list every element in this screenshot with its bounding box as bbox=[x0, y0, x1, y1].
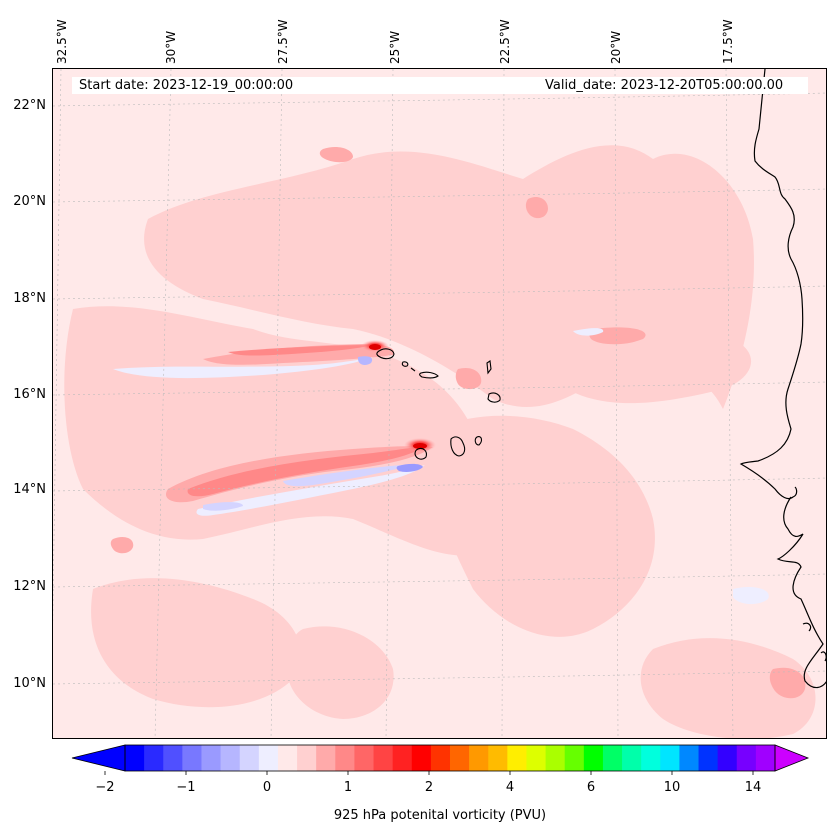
info-bar bbox=[72, 77, 808, 94]
lon-label-20w: 20°W bbox=[609, 30, 623, 64]
colorbar-cell bbox=[526, 745, 546, 771]
colorbar-cell bbox=[641, 745, 661, 771]
lat-label-18n: 18°N bbox=[13, 291, 46, 306]
colorbar-tick-label: −2 bbox=[95, 780, 115, 795]
colorbar-cell bbox=[392, 745, 413, 771]
lat-label-22n: 22°N bbox=[13, 98, 46, 113]
colorbar-tick-label: 0 bbox=[262, 780, 272, 795]
colorbar-tick-label: 10 bbox=[663, 780, 681, 795]
colorbar-cell bbox=[144, 745, 164, 771]
colorbar-cell bbox=[297, 745, 317, 771]
colorbar-tick-label: 4 bbox=[505, 780, 515, 795]
lon-label-30w: 30°W bbox=[164, 30, 178, 64]
colorbar-cell bbox=[220, 745, 241, 771]
colorbar-outline bbox=[124, 744, 776, 772]
map-frame bbox=[52, 68, 827, 739]
colorbar bbox=[71, 744, 810, 775]
pv-red-contours bbox=[187, 340, 436, 497]
lat-label-10n: 10°N bbox=[13, 676, 46, 691]
colorbar-cell bbox=[660, 745, 680, 771]
colorbar-cell bbox=[602, 745, 623, 771]
colorbar-cell bbox=[354, 745, 374, 771]
colorbar-ticks bbox=[104, 771, 754, 775]
graticule-lines bbox=[53, 69, 826, 738]
colorbar-cell bbox=[411, 745, 432, 771]
colorbar-cell bbox=[717, 745, 738, 771]
colorbar-tick-label: 6 bbox=[586, 780, 596, 795]
lon-label-32-5w: 32.5°W bbox=[55, 19, 69, 64]
colorbar-cell bbox=[583, 745, 604, 771]
colorbar-cell bbox=[488, 745, 508, 771]
colorbar-tick-label: 14 bbox=[744, 780, 762, 795]
lat-label-20n: 20°N bbox=[13, 194, 46, 209]
pv-blue-contours bbox=[113, 328, 769, 605]
lat-label-16n: 16°N bbox=[13, 387, 46, 402]
colorbar-cell bbox=[239, 745, 260, 771]
colorbar-cell bbox=[679, 745, 699, 771]
lon-label-22-5w: 22.5°W bbox=[498, 19, 512, 64]
lon-label-25w: 25°W bbox=[388, 30, 402, 64]
valid-date-label: Valid_date: 2023-12-20T05:00:00.00 bbox=[545, 78, 784, 93]
colorbar-cell bbox=[182, 745, 202, 771]
colorbar-cell bbox=[201, 745, 221, 771]
colorbar-tick-label: 1 bbox=[343, 780, 353, 795]
start-date-label: Start date: 2023-12-19_00:00:00 bbox=[79, 78, 294, 93]
lon-label-17-5w: 17.5°W bbox=[721, 19, 735, 64]
colorbar-cell bbox=[163, 745, 183, 771]
colorbar-cell bbox=[430, 745, 451, 771]
lat-label-12n: 12°N bbox=[13, 579, 46, 594]
colorbar-under-arrow bbox=[71, 744, 126, 772]
colorbar-cell bbox=[316, 745, 336, 771]
lon-label-27-5w: 27.5°W bbox=[276, 19, 290, 64]
colorbar-cell bbox=[277, 745, 298, 771]
colorbar-cell bbox=[507, 745, 527, 771]
colorbar-over-arrow bbox=[774, 744, 810, 772]
colorbar-tick-label: −1 bbox=[176, 780, 196, 795]
colorbar-cell bbox=[698, 745, 719, 771]
colorbar-cells bbox=[125, 745, 776, 771]
colorbar-cell bbox=[622, 745, 642, 771]
lat-label-14n: 14°N bbox=[13, 482, 46, 497]
colorbar-cell bbox=[545, 745, 566, 771]
pv-contour-map bbox=[53, 69, 826, 738]
colorbar-cell bbox=[564, 745, 585, 771]
colorbar-tick-label: 2 bbox=[424, 780, 434, 795]
colorbar-cell bbox=[125, 745, 145, 771]
african-coastline bbox=[739, 69, 826, 689]
colorbar-cell bbox=[373, 745, 394, 771]
cape-verde-islands bbox=[376, 348, 501, 460]
colorbar-cell bbox=[450, 745, 470, 771]
colorbar-cell bbox=[335, 745, 355, 771]
colorbar-label: 925 hPa potenital vorticity (PVU) bbox=[333, 808, 547, 823]
colorbar-cell bbox=[469, 745, 489, 771]
colorbar-cell bbox=[736, 745, 757, 771]
colorbar-cell bbox=[258, 745, 279, 771]
colorbar-cell bbox=[755, 745, 776, 771]
